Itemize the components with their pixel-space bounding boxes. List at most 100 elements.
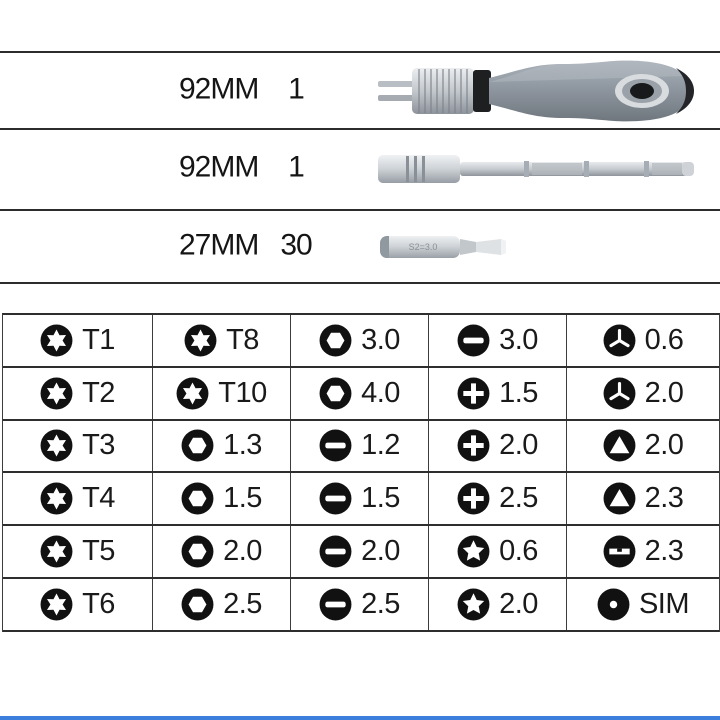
hex-icon: [181, 535, 214, 568]
bit-table: T1 T8 3.0 3.0 0.6 T2 T10 4.0 1.5 2.0 T3 1.3 1.2 2.0 2.…: [2, 313, 720, 632]
hex-icon: [181, 429, 214, 462]
bit-size-label: 2.3: [644, 535, 684, 568]
bit-size-label: 0.6: [499, 535, 538, 568]
torx-icon: [40, 482, 73, 515]
hex-icon: [181, 588, 214, 621]
bit-cell: 2.0: [429, 420, 567, 472]
bit-size-label: 2.0: [361, 535, 400, 568]
torx-icon: [40, 535, 73, 568]
hex-icon: [319, 324, 352, 357]
divider-line: [0, 128, 720, 130]
bit-size-label: T4: [82, 482, 115, 515]
bit-size-label: 1.3: [223, 429, 262, 462]
bit-size-label: T5: [82, 535, 115, 568]
pentalobe-icon: [457, 535, 490, 568]
bit-cell: 1.5: [153, 473, 291, 525]
bit-cell: 2.5: [429, 473, 567, 525]
bit-size-label: 1.5: [223, 482, 262, 515]
slotted-icon: [319, 588, 352, 621]
slotted-icon: [457, 324, 490, 357]
bit-size-label: 2.5: [499, 482, 538, 515]
bit-cell: 3.0: [429, 315, 567, 366]
bit-size-label: T8: [226, 323, 259, 356]
bit-cell: T5: [3, 526, 153, 577]
triangle-icon: [603, 429, 636, 462]
bit-table-row: T3 1.3 1.2 2.0 2.0: [3, 420, 719, 474]
bit-size-label: SIM: [638, 587, 690, 620]
bit-cell: T1: [3, 315, 153, 366]
slotted-icon: [319, 429, 352, 462]
screw-bit-image: S2=3.0: [380, 236, 506, 258]
quantity-label: 1: [288, 150, 305, 184]
bit-cell: 1.2: [291, 420, 429, 472]
bit-cell: 4.0: [291, 367, 429, 419]
bit-size-label: 2.0: [644, 429, 684, 462]
bit-cell: T8: [153, 315, 291, 366]
bit-size-label: 1.5: [499, 376, 538, 409]
bit-cell: T6: [3, 578, 153, 630]
bit-size-label: 1.2: [361, 429, 400, 462]
bit-cell: 2.0: [567, 421, 719, 472]
length-label: 92MM: [179, 150, 259, 184]
bit-cell: 0.6: [567, 315, 719, 366]
component-row-bit: 27MM 30 S2=3.0: [0, 211, 720, 282]
bit-size-label: T1: [82, 323, 115, 356]
phillips-icon: [457, 482, 490, 515]
bit-size-label: 4.0: [361, 376, 400, 409]
tripoint-icon: [603, 377, 636, 410]
bit-cell: 2.0: [291, 526, 429, 577]
phillips-icon: [457, 377, 490, 410]
bit-cell: 2.5: [153, 578, 291, 630]
bit-size-label: 0.6: [644, 323, 684, 356]
hex-icon: [319, 377, 352, 410]
divider-line: [0, 282, 720, 284]
bit-size-label: 2.0: [499, 587, 538, 620]
bit-cell: 2.0: [153, 526, 291, 577]
slotted-icon: [319, 482, 352, 515]
bottom-bar: [0, 716, 720, 720]
bit-size-label: 3.0: [361, 323, 400, 356]
phillips-icon: [457, 429, 490, 462]
bit-size-label: 2.0: [499, 429, 538, 462]
component-row-handle: 92MM 1: [0, 53, 720, 128]
length-label: 27MM: [179, 228, 259, 262]
bit-cell: 2.0: [567, 368, 719, 419]
length-label: 92MM: [179, 72, 259, 106]
sim-icon: [597, 588, 630, 621]
bit-size-label: 2.5: [361, 587, 400, 620]
bit-size-label: T6: [82, 587, 115, 620]
torx-icon: [184, 324, 217, 357]
bit-table-row: T1 T8 3.0 3.0 0.6: [3, 315, 719, 368]
bit-cell: SIM: [567, 579, 719, 630]
triangle-icon: [603, 482, 636, 515]
bit-cell: 2.0: [429, 578, 567, 630]
bit-cell: 1.3: [153, 420, 291, 472]
bit-table-row: T6 2.5 2.5 2.0 SIM: [3, 578, 719, 632]
bit-cell: T4: [3, 473, 153, 525]
u-type-icon: [603, 535, 636, 568]
driver-handle-image: [378, 60, 694, 122]
pentalobe-icon: [457, 588, 490, 621]
bit-size-label: 2.0: [223, 535, 262, 568]
divider-line: [0, 51, 720, 53]
bit-marking-label: S2=3.0: [409, 242, 438, 252]
quantity-label: 30: [280, 228, 312, 262]
bit-size-label: 2.3: [644, 482, 684, 515]
bit-cell: T10: [153, 367, 291, 419]
torx-icon: [176, 377, 209, 410]
bit-size-label: T2: [82, 376, 115, 409]
tripoint-icon: [603, 324, 636, 357]
bit-table-row: T5 2.0 2.0 0.6 2.3: [3, 526, 719, 579]
bit-size-label: T10: [218, 376, 267, 409]
divider-line: [0, 209, 720, 211]
bit-size-label: T3: [82, 429, 115, 462]
bit-cell: 2.5: [291, 578, 429, 630]
torx-icon: [40, 588, 73, 621]
bit-table-row: T4 1.5 1.5 2.5 2.3: [3, 473, 719, 527]
torx-icon: [40, 377, 73, 410]
quantity-label: 1: [288, 72, 305, 106]
bit-size-label: 2.0: [644, 376, 684, 409]
extension-rod-image: [378, 155, 694, 183]
bit-cell: 2.3: [567, 526, 719, 577]
